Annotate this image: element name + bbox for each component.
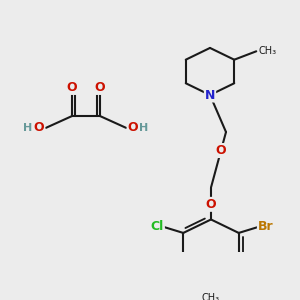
Text: O: O: [206, 198, 216, 211]
Text: H: H: [140, 123, 148, 133]
Text: Cl: Cl: [151, 220, 164, 233]
Text: N: N: [205, 88, 215, 101]
Text: O: O: [216, 144, 226, 157]
Text: CH₃: CH₃: [202, 293, 220, 300]
Text: O: O: [128, 121, 138, 134]
Text: O: O: [67, 81, 77, 94]
Text: CH₃: CH₃: [258, 46, 276, 56]
Text: O: O: [34, 121, 44, 134]
Text: O: O: [95, 81, 105, 94]
Text: Br: Br: [258, 220, 274, 233]
Text: H: H: [23, 123, 33, 133]
